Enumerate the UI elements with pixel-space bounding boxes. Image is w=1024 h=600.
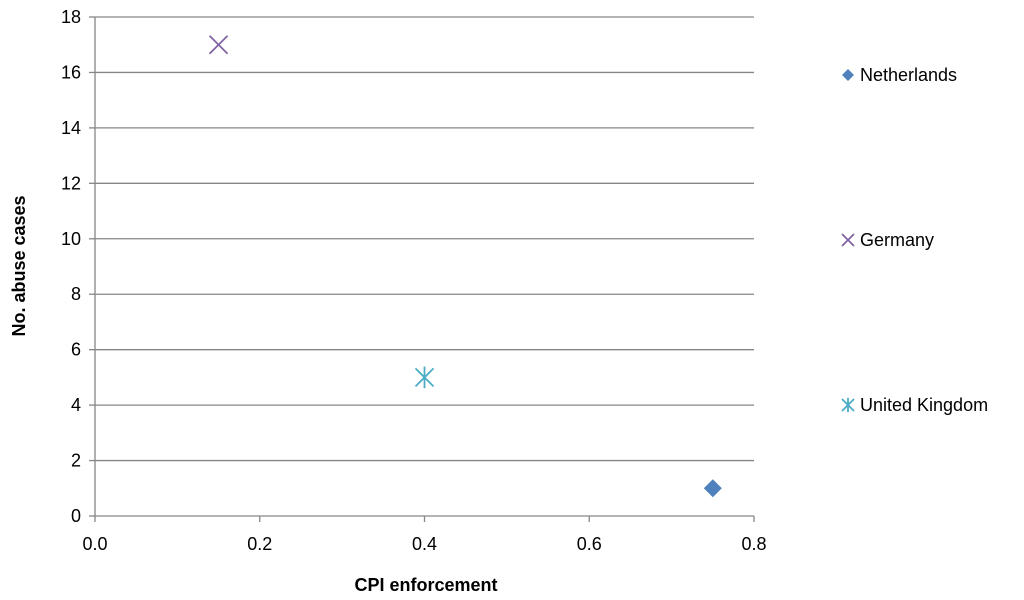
marker-stroke — [208, 35, 229, 55]
x-tick-label: 0.8 — [741, 534, 766, 554]
data-point-united-kingdom — [414, 366, 435, 389]
y-tick-label: 4 — [71, 395, 81, 415]
legend-marker-netherlands — [842, 69, 854, 81]
legend-label-united-kingdom: United Kingdom — [860, 395, 988, 415]
legend-marker-germany — [841, 233, 855, 247]
y-tick-label: 18 — [61, 7, 81, 27]
legend-label-germany: Germany — [860, 230, 934, 250]
y-tick-label: 2 — [71, 451, 81, 471]
y-axis-title: No. abuse cases — [9, 195, 29, 336]
data-point-germany — [208, 35, 229, 55]
y-tick-label: 8 — [71, 284, 81, 304]
legend: Netherlands Germany United Kingdom — [841, 65, 988, 415]
legend-item-united-kingdom: United Kingdom — [841, 395, 988, 415]
y-tick-label: 6 — [71, 340, 81, 360]
x-tick-label: 0.4 — [412, 534, 437, 554]
x-tick-label: 0.6 — [577, 534, 602, 554]
y-tick-label: 0 — [71, 506, 81, 526]
x-tick-label: 0.0 — [82, 534, 107, 554]
data-points — [208, 35, 722, 498]
legend-item-netherlands: Netherlands — [842, 65, 957, 85]
gridlines — [95, 16, 754, 462]
legend-label-netherlands: Netherlands — [860, 65, 957, 85]
legend-marker-united-kingdom — [841, 397, 855, 413]
tick-labels: 0 2 4 6 8 10 12 14 16 18 0.0 0.2 0.4 0.6 0.8 — [61, 7, 767, 554]
data-point-netherlands — [703, 479, 722, 498]
y-tick-label: 12 — [61, 173, 81, 193]
axes — [89, 16, 755, 522]
y-tick-label: 16 — [61, 62, 81, 82]
legend-item-germany: Germany — [841, 230, 934, 250]
marker-stroke — [841, 233, 855, 247]
x-tick-label: 0.2 — [247, 534, 272, 554]
x-axis-title: CPI enforcement — [354, 575, 497, 595]
y-tick-label: 10 — [61, 229, 81, 249]
y-tick-label: 14 — [61, 118, 81, 138]
